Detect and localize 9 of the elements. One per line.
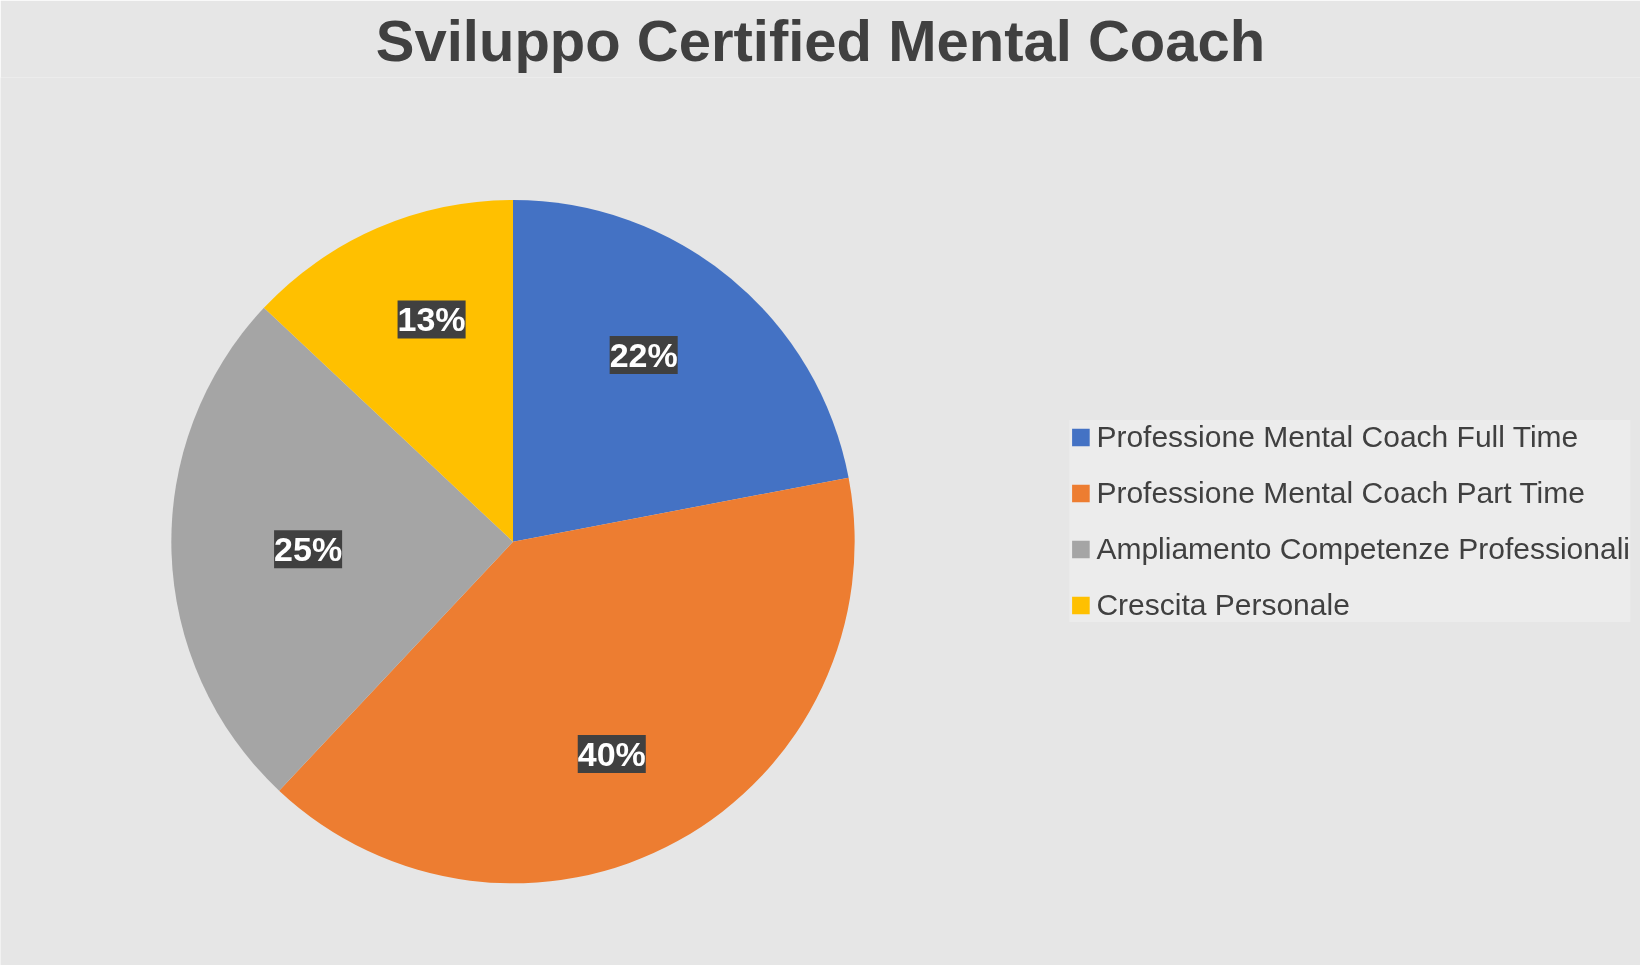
legend-label: Professione Mental Coach Full Time <box>1096 420 1579 454</box>
data-label: 40% <box>577 734 646 773</box>
data-label: 13% <box>397 300 466 339</box>
data-label: 22% <box>609 336 678 375</box>
legend-label: Ampliamento Competenze Professionali <box>1096 532 1630 566</box>
data-label: 25% <box>274 530 343 569</box>
legend-label: Professione Mental Coach Part Time <box>1096 476 1585 510</box>
chart-title: Sviluppo Certified Mental Coach <box>375 7 1266 73</box>
legend-label: Crescita Personale <box>1096 588 1350 622</box>
